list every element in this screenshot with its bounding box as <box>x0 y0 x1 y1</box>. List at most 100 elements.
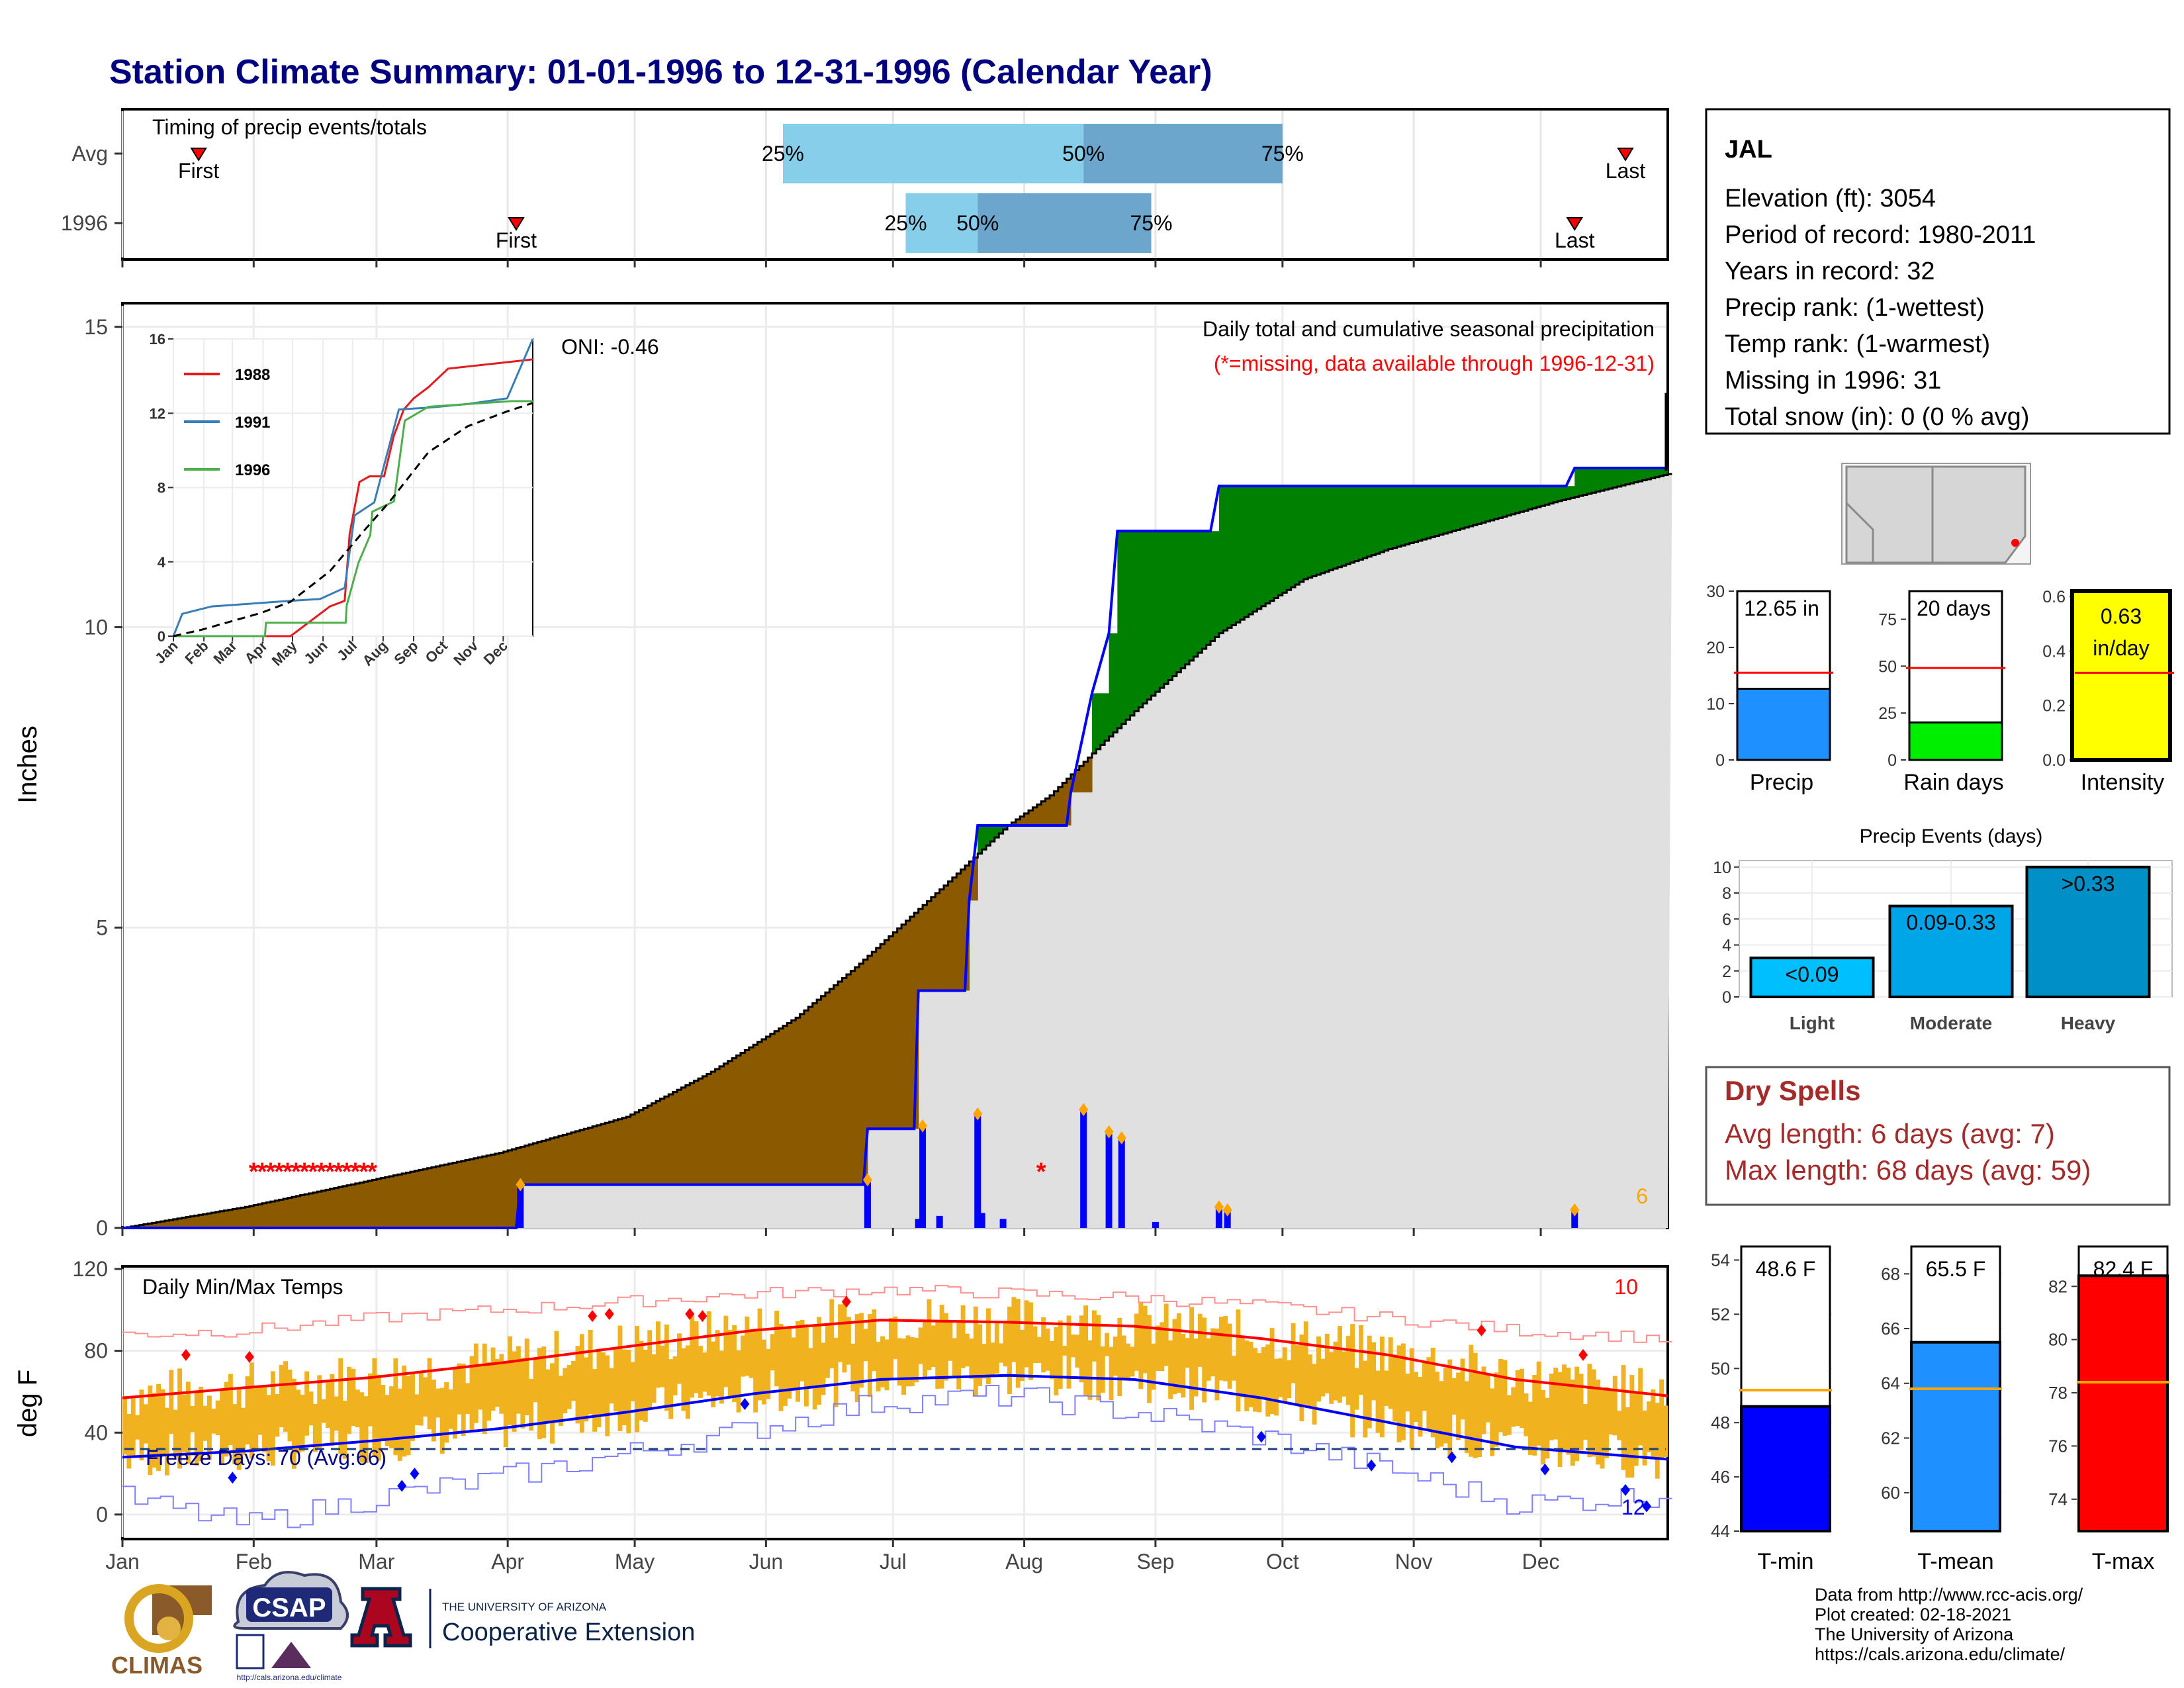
temp-panel: 0 40 80 120 deg F Daily Min/Max Temps Freez… <box>13 1257 1672 1540</box>
temp-ytick-label: 80 <box>84 1339 108 1363</box>
daily-temp-bar <box>1130 1346 1135 1377</box>
daily-temp-bar <box>1345 1336 1351 1405</box>
daily-temp-bar <box>660 1345 665 1387</box>
surplus-fill <box>1392 486 1398 548</box>
temp-bar-tick-label: 82 <box>2048 1276 2068 1296</box>
missing-marker: * <box>342 1158 352 1186</box>
daily-temp-bar <box>1244 1340 1250 1411</box>
daily-precip-bar <box>974 1113 981 1228</box>
timing-bar-q1 <box>782 124 1084 183</box>
footer-credits: Data from http://www.rcc-acis.org/Plot c… <box>1815 1585 2083 1664</box>
surplus-fill <box>1600 468 1605 491</box>
temp-bar-charts: 44 46 48 50 52 54 48.6 F T-min 60 62 64 66 68 65.5 F T… <box>1711 1245 2169 1574</box>
daily-temp-bar <box>516 1346 521 1414</box>
mini-bar-value <box>2070 589 2172 762</box>
daily-temp-bar <box>245 1376 250 1445</box>
daily-temp-bar <box>1240 1335 1245 1398</box>
event-marker <box>918 1119 928 1133</box>
daily-temp-bar <box>478 1365 483 1410</box>
daily-temp-bar <box>808 1348 813 1389</box>
timing-marker <box>1566 217 1584 231</box>
daily-temp-bar <box>1015 1299 1021 1388</box>
daily-temp-bar <box>1312 1364 1317 1425</box>
temp-bar-tick-label: 74 <box>2048 1489 2068 1509</box>
daily-temp-bar <box>588 1329 593 1415</box>
daily-temp-bar <box>1541 1389 1545 1465</box>
deficit-fill <box>363 1182 369 1228</box>
daily-temp-bar <box>1375 1370 1381 1433</box>
deficit-fill <box>249 1205 254 1228</box>
daily-temp-bar <box>838 1304 843 1362</box>
daily-temp-bar <box>1655 1403 1660 1479</box>
temp-bar-label: T-min <box>1758 1549 1814 1574</box>
daily-temp-bar <box>321 1399 326 1423</box>
deficit-fill <box>690 1083 695 1185</box>
timing-bar-q2 <box>978 193 1152 253</box>
surplus-fill <box>1663 468 1668 475</box>
surplus-fill <box>1608 468 1614 489</box>
daily-temp-bar <box>537 1348 542 1440</box>
daily-temp-bar <box>156 1383 161 1472</box>
surplus-fill <box>994 825 999 838</box>
surplus-fill <box>1261 486 1266 606</box>
temp-axes: 0 40 80 120 <box>73 1257 122 1526</box>
month-label: Jul <box>880 1550 907 1573</box>
daily-temp-bar <box>1299 1334 1304 1421</box>
surplus-fill <box>1265 486 1271 604</box>
mini-bar-tick-label: 25 <box>1878 704 1897 723</box>
deficit-fill <box>545 1139 551 1185</box>
daily-temp-bar <box>833 1337 839 1407</box>
surplus-fill <box>1218 486 1224 633</box>
daily-temp-bar <box>600 1352 606 1415</box>
daily-temp-bar <box>1083 1305 1089 1397</box>
deficit-fill <box>524 1145 529 1185</box>
surplus-fill <box>1384 486 1389 551</box>
daily-temp-bar <box>1359 1325 1363 1395</box>
daily-temp-bar <box>1443 1368 1448 1444</box>
deficit-fill <box>529 1144 534 1185</box>
missing-marker: * <box>274 1158 284 1186</box>
daily-temp-bar <box>1024 1300 1029 1368</box>
deficit-fill <box>1083 761 1089 793</box>
daily-temp-bar <box>1583 1403 1588 1440</box>
daily-temp-bar <box>1142 1305 1148 1374</box>
daily-temp-bar <box>473 1343 478 1423</box>
deficit-fill <box>152 1223 157 1228</box>
daily-temp-bar <box>736 1350 741 1413</box>
surplus-fill <box>1367 486 1372 557</box>
event-marker <box>973 1107 983 1121</box>
surplus-fill <box>1409 486 1414 543</box>
deficit-fill <box>745 1050 750 1185</box>
daily-temp-bar <box>1003 1323 1008 1367</box>
surplus-fill <box>1168 531 1173 680</box>
deficit-fill <box>266 1202 271 1228</box>
events-category-label: Moderate <box>1910 1013 1992 1033</box>
deficit-fill <box>766 1036 771 1185</box>
daily-temp-bar <box>888 1318 893 1378</box>
deficit-fill <box>685 1085 690 1185</box>
deficit-fill <box>232 1209 238 1228</box>
daily-temp-bar <box>1274 1358 1279 1416</box>
daily-temp-bar <box>715 1330 720 1397</box>
deficit-fill <box>927 901 932 991</box>
deficit-fill <box>672 1092 678 1185</box>
daily-precip-bar <box>1152 1221 1159 1228</box>
events-bar <box>1749 957 1875 998</box>
daily-temp-bar <box>1134 1313 1139 1371</box>
daily-temp-bar <box>1430 1347 1435 1438</box>
deficit-fill <box>181 1217 187 1228</box>
precip-annotation: Daily total and cumulative seasonal prec… <box>1203 317 1655 341</box>
surplus-fill <box>1473 486 1478 526</box>
daily-temp-bar <box>524 1338 529 1416</box>
daily-temp-bar <box>592 1369 597 1432</box>
daily-temp-bar <box>432 1380 436 1442</box>
mini-bar-tick-label: 0.6 <box>2042 588 2066 606</box>
daily-temp-bar <box>741 1335 745 1377</box>
daily-temp-bar <box>444 1382 449 1443</box>
daily-temp-bar <box>635 1326 639 1432</box>
daily-temp-bar <box>558 1376 563 1427</box>
temp-bar-tick-label: 68 <box>1881 1264 1900 1284</box>
surplus-fill <box>1532 486 1537 508</box>
events-tick-label: 10 <box>1713 859 1731 877</box>
deficit-fill <box>1054 791 1059 825</box>
